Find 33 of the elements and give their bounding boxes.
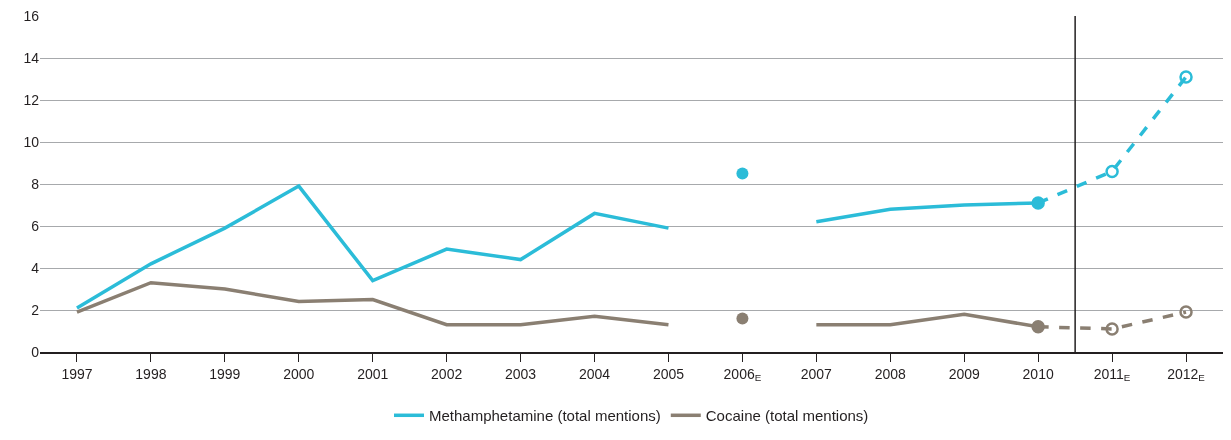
x-tick-label: 2006$_{E}$ — [723, 365, 762, 384]
x-tick-label: 2007 — [800, 365, 833, 382]
point — [1179, 70, 1193, 84]
x-tick-label: 2012$_{E}$ — [1167, 365, 1206, 384]
y-tick-label: 6 — [31, 217, 40, 234]
y-tick-label: 10 — [23, 133, 40, 150]
x-tick-label: 2002 — [431, 365, 463, 382]
x-tick-label: 2001 — [357, 365, 389, 382]
point — [1105, 322, 1119, 336]
x-tick-label: 2009 — [948, 365, 980, 382]
legend-label: Methamphetamine (total mentions) — [429, 407, 661, 425]
x-tick-label: 1998 — [135, 365, 167, 382]
point — [1179, 305, 1193, 319]
y-tick-label: 8 — [31, 175, 40, 192]
y-tick-label: 2 — [31, 301, 40, 318]
x-tick-label: 2005 — [652, 365, 685, 382]
x-tick-label: 2000 — [283, 365, 315, 382]
x-tick-label: 2010 — [1022, 365, 1054, 382]
x-tick-label: 2004 — [578, 365, 611, 382]
y-tick-label: 12 — [23, 91, 40, 108]
x-tick-label: 1999 — [209, 365, 241, 382]
x-tick-label: 2003 — [505, 365, 537, 382]
point — [736, 312, 749, 325]
point — [736, 167, 749, 180]
y-tick-label: 14 — [23, 49, 40, 66]
y-tick-label: 4 — [31, 259, 40, 276]
point — [1105, 164, 1119, 179]
x-tick-label: 2011$_{E}$ — [1093, 365, 1131, 384]
y-tick-label: 0 — [31, 343, 40, 360]
legend-label: Cocaine (total mentions) — [705, 407, 869, 425]
x-tick-label: 1997 — [61, 365, 93, 382]
x-tick-label: 2008 — [874, 365, 907, 382]
y-tick-label: 16 — [23, 7, 40, 24]
